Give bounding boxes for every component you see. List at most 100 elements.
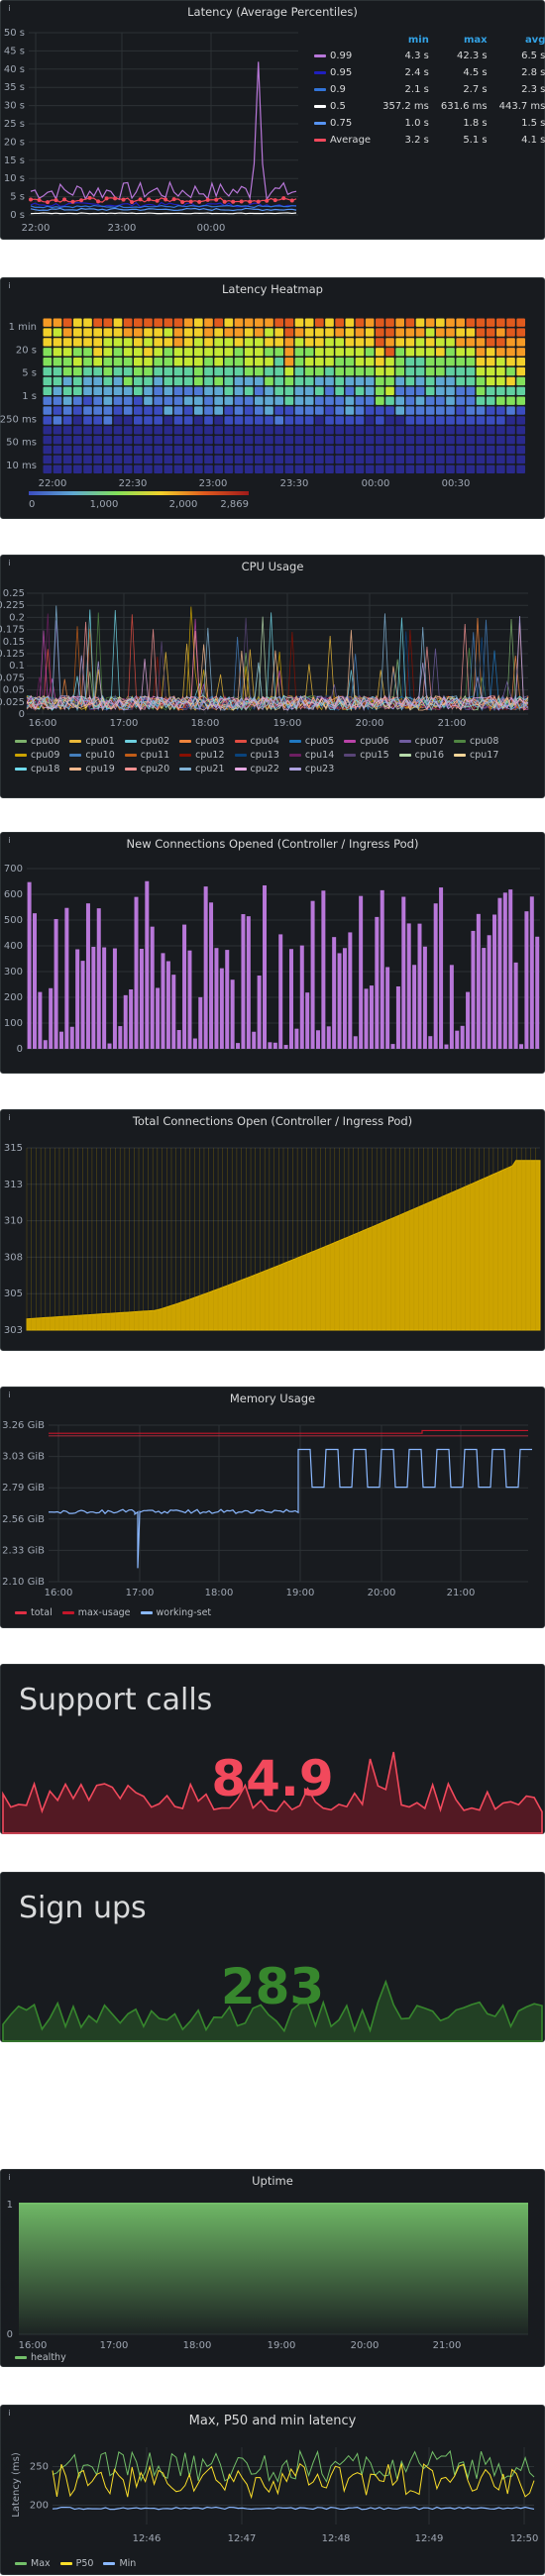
panel-title[interactable]: New Connections Opened (Controller / Ing… <box>126 837 419 851</box>
heatmap-cell <box>385 426 394 435</box>
legend-item[interactable]: cpu02 <box>124 734 169 748</box>
support-calls-panel[interactable]: Support calls 84.9 <box>0 1664 545 1834</box>
memory-panel[interactable]: i Memory Usage 3.26 GiB 3.03 GiB 2.79 GiB 2… <box>0 1387 545 1628</box>
legend-header-min[interactable]: min <box>407 35 429 46</box>
uptime-graph[interactable]: 1 0 16:00 17:00 18:00 19:00 20:00 21:00 <box>1 2170 545 2368</box>
info-icon[interactable]: i <box>8 2173 11 2182</box>
legend-item[interactable]: Min <box>103 2556 136 2570</box>
legend-row[interactable]: 0.75 1.0 s 1.8 s 1.5 s <box>308 115 545 132</box>
info-icon[interactable]: i <box>8 559 11 567</box>
legend-series-name[interactable]: 0.99 <box>308 48 377 64</box>
color-scale <box>29 491 249 495</box>
heatmap-cell <box>214 318 223 327</box>
legend-series-name[interactable]: 0.5 <box>308 98 377 115</box>
info-icon[interactable]: i <box>8 1113 11 1122</box>
legend-item[interactable]: max-usage <box>61 1605 131 1619</box>
legend-item[interactable]: cpu08 <box>454 734 498 748</box>
panel-title[interactable]: Max, P50 and min latency <box>188 2414 357 2428</box>
legend-item[interactable]: cpu01 <box>69 734 115 748</box>
legend-series-name[interactable]: Average <box>308 132 377 149</box>
info-icon[interactable]: i <box>8 836 11 845</box>
new-connections-panel[interactable]: i New Connections Opened (Controller / I… <box>0 832 545 1074</box>
legend-item[interactable]: cpu22 <box>234 762 279 775</box>
total-connections-panel[interactable]: i Total Connections Open (Controller / I… <box>0 1109 545 1351</box>
sign-ups-panel[interactable]: Sign ups 283 <box>0 1872 545 2042</box>
heatmap-cell <box>144 464 153 473</box>
panel-title[interactable]: Latency (Average Percentiles) <box>187 5 358 19</box>
memory-graph[interactable]: 3.26 GiB 3.03 GiB 2.79 GiB 2.56 GiB 2.33 GiB… <box>1 1388 545 1629</box>
legend-item[interactable]: cpu11 <box>124 748 169 762</box>
heatmap-cell <box>405 445 415 455</box>
panel-title[interactable]: Latency Heatmap <box>222 282 323 296</box>
legend-swatch <box>314 70 326 74</box>
legend-item[interactable]: healthy <box>15 2350 66 2364</box>
heatmap-cell <box>53 366 62 376</box>
legend-item[interactable]: cpu21 <box>179 762 225 775</box>
legend-item[interactable]: cpu14 <box>288 748 334 762</box>
minmax-legend: Max P50 Min <box>15 2556 146 2570</box>
heatmap-cell <box>224 366 234 376</box>
legend-item[interactable]: cpu13 <box>234 748 279 762</box>
panel-title[interactable]: Uptime <box>252 2174 293 2188</box>
legend-row[interactable]: 0.99 4.3 s 42.3 s 6.5 s <box>308 48 545 64</box>
legend-item[interactable]: working-set <box>140 1605 211 1619</box>
heatmap-cell <box>183 366 193 376</box>
legend-row[interactable]: 0.5 357.2 ms 631.6 ms 443.7 ms <box>308 98 545 115</box>
heatmap-cell <box>294 455 304 464</box>
heatmap-cell <box>164 464 173 473</box>
legend-item[interactable]: cpu10 <box>69 748 115 762</box>
legend-item[interactable]: cpu20 <box>124 762 169 775</box>
legend-item[interactable]: cpu18 <box>15 762 59 775</box>
panel-title[interactable]: Total Connections Open (Controller / Ing… <box>132 1114 413 1128</box>
legend-item[interactable]: cpu16 <box>398 748 444 762</box>
legend-item[interactable]: cpu19 <box>69 762 115 775</box>
heatmap-cell <box>516 436 525 445</box>
legend-series-name[interactable]: 0.95 <box>308 64 377 81</box>
legend-item[interactable]: cpu07 <box>398 734 444 748</box>
heatmap-cell <box>244 348 254 357</box>
legend-series-name[interactable]: 0.9 <box>308 81 377 98</box>
legend-item[interactable]: cpu04 <box>234 734 279 748</box>
new-connections-graph[interactable]: 700 600 500 400 300 200 100 0 <box>1 833 545 1075</box>
legend-item[interactable]: cpu15 <box>344 748 389 762</box>
legend-header-max[interactable]: max <box>463 35 488 46</box>
legend-item[interactable]: P50 <box>59 2556 93 2570</box>
panel-title[interactable]: CPU Usage <box>241 560 304 573</box>
info-icon[interactable]: i <box>8 4 11 13</box>
info-icon[interactable]: i <box>8 2409 11 2418</box>
legend-row[interactable]: 0.9 2.1 s 2.7 s 2.3 s <box>308 81 545 98</box>
legend-item[interactable]: cpu06 <box>344 734 389 748</box>
legend-avg-value: 6.5 s <box>521 51 545 61</box>
series-point <box>104 196 109 201</box>
legend-item[interactable]: cpu00 <box>15 734 59 748</box>
uptime-panel[interactable]: i Uptime 1 0 16:00 17:00 18:00 19:00 20:00 21:0… <box>0 2169 545 2367</box>
info-icon[interactable]: i <box>8 281 11 290</box>
heatmap-cell <box>244 366 254 376</box>
latency-graph[interactable]: 50 s 45 s 40 s 35 s 30 s 25 s 20 s 15 s 10 s 5 s 0… <box>1 1 545 241</box>
latency-panel[interactable]: i Latency (Average Percentiles) 50 s 45 s… <box>0 0 545 240</box>
heatmap-cell <box>446 358 455 366</box>
legend-item[interactable]: cpu23 <box>288 762 334 775</box>
legend-item[interactable]: cpu03 <box>179 734 225 748</box>
total-connections-graph[interactable]: 315 313 310 308 305 303 <box>1 1110 545 1352</box>
heatmap-cell <box>265 396 273 405</box>
legend-item[interactable]: cpu17 <box>454 748 498 762</box>
y-tick-label: 250 ms <box>0 414 37 425</box>
cpu-panel[interactable]: i CPU Usage 0.250.2250.20.1750.150.1250.… <box>0 555 545 798</box>
legend-row[interactable]: Average 3.2 s 5.1 s 4.1 s <box>308 132 545 149</box>
latency-minmax-graph[interactable]: 250 200 Latency (ms) 12:46 12:47 12:48 12:49 12… <box>1 2406 545 2576</box>
info-icon[interactable]: i <box>8 1391 11 1399</box>
legend-item[interactable]: total <box>15 1605 53 1619</box>
legend-item[interactable]: cpu12 <box>179 748 225 762</box>
legend-header-avg[interactable]: avg <box>524 35 545 46</box>
legend-item[interactable]: cpu09 <box>15 748 59 762</box>
legend-row[interactable]: 0.95 2.4 s 4.5 s 2.8 s <box>308 64 545 81</box>
legend-item[interactable]: cpu05 <box>288 734 334 748</box>
min-max-latency-panel[interactable]: i Max, P50 and min latency 250 200 Latency… <box>0 2405 545 2575</box>
legend-series-name[interactable]: 0.75 <box>308 115 377 132</box>
legend-item[interactable]: Max <box>15 2556 51 2570</box>
panel-title[interactable]: Memory Usage <box>229 1391 316 1405</box>
heatmap-panel[interactable]: i Latency Heatmap 1 min 20 s 5 s 1 s 250 ms 5… <box>0 277 545 519</box>
